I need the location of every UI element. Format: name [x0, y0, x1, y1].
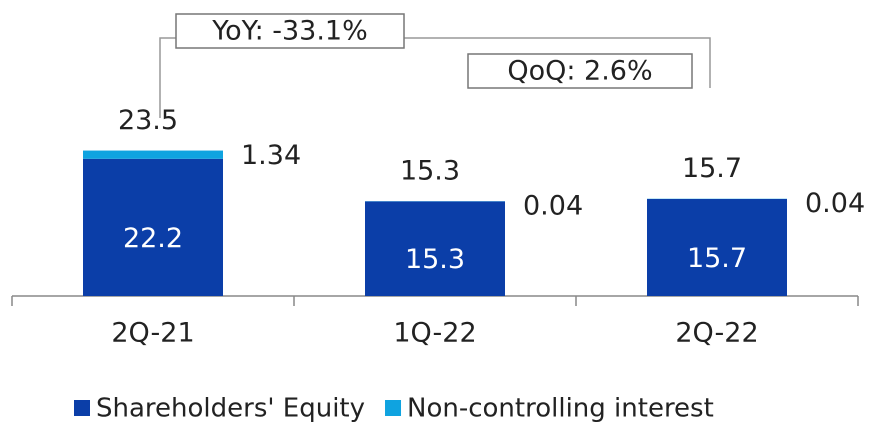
bar-segment [83, 150, 223, 159]
total-label: 15.3 [400, 156, 460, 187]
x-tick-label: 2Q-22 [675, 318, 758, 349]
value-label: 22.2 [123, 223, 183, 254]
total-label: 23.5 [118, 105, 178, 136]
yoy-box [175, 13, 405, 49]
bar-segment [647, 198, 787, 296]
bar-segment [83, 158, 223, 296]
value-label: 1.34 [241, 140, 301, 171]
value-label: 15.7 [687, 243, 747, 274]
value-label: 0.04 [805, 188, 865, 219]
total-label: 15.7 [682, 153, 742, 184]
legend-label: Shareholders' Equity [96, 394, 365, 422]
legend-swatch [385, 400, 402, 416]
legend-swatch [74, 400, 90, 416]
value-label: 0.04 [523, 191, 583, 222]
x-tick-label: 2Q-21 [111, 318, 194, 349]
yoy-bracket [159, 37, 176, 118]
legend-label: Non-controlling interest [407, 394, 714, 422]
bar-segment [365, 201, 505, 296]
qoq-box [467, 53, 693, 89]
x-tick-label: 1Q-22 [393, 318, 476, 349]
yoy-label: YoY: -33.1% [211, 16, 368, 47]
qoq-bracket [404, 37, 711, 88]
value-label: 15.3 [405, 244, 465, 275]
qoq-label: QoQ: 2.6% [507, 56, 652, 87]
